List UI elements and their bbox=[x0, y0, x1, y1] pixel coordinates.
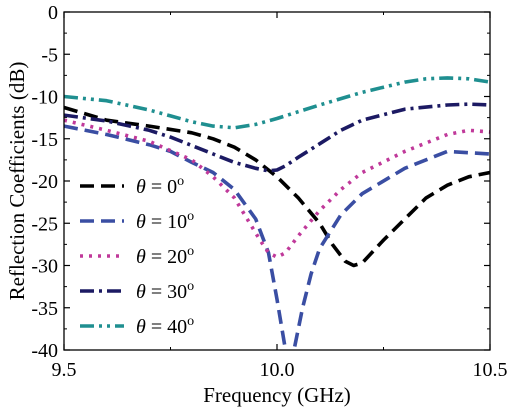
y-axis-title: Reflection Coefficients (dB) bbox=[5, 62, 29, 301]
x-tick-label: 9.5 bbox=[52, 359, 77, 381]
y-tick-label: -5 bbox=[41, 44, 58, 66]
x-tick-label: 10.5 bbox=[473, 359, 508, 381]
series-line-theta-0 bbox=[64, 105, 490, 268]
y-tick-label: -30 bbox=[31, 256, 58, 278]
series-line-theta-20 bbox=[64, 118, 490, 259]
plot-frame bbox=[63, 11, 491, 351]
series-line-theta-30 bbox=[64, 102, 490, 173]
x-axis-title: Frequency (GHz) bbox=[203, 383, 351, 407]
y-tick-label: -15 bbox=[31, 129, 58, 151]
y-tick-label: -20 bbox=[31, 171, 58, 193]
series-line-theta-10 bbox=[64, 124, 490, 350]
x-tick-label: 10.0 bbox=[260, 359, 295, 381]
y-tick-label: -40 bbox=[31, 340, 58, 362]
y-tick-label: 0 bbox=[48, 2, 58, 24]
legend-label-theta-20: θ = 20o bbox=[136, 244, 194, 268]
legend-label-theta-10: θ = 10o bbox=[136, 209, 194, 233]
series-line-theta-40 bbox=[64, 76, 490, 130]
y-tick-label: -25 bbox=[31, 213, 58, 235]
legend-label-theta-30: θ = 30o bbox=[136, 279, 194, 303]
series-layer bbox=[64, 76, 490, 350]
legend-label-theta-40: θ = 40o bbox=[136, 314, 194, 338]
y-tick-label: -10 bbox=[31, 87, 58, 109]
y-tick-label: -35 bbox=[31, 298, 58, 320]
legend-label-theta-0: θ = 0o bbox=[136, 174, 184, 198]
x-tick-labels: 9.5 10.0 10.5 bbox=[52, 359, 508, 381]
y-tick-labels: -40 -35 -30 -25 -20 -15 -10 -5 0 bbox=[31, 2, 58, 362]
legend: θ = 0o θ = 10o θ = 20o θ = 30o θ = 40o bbox=[80, 174, 194, 338]
